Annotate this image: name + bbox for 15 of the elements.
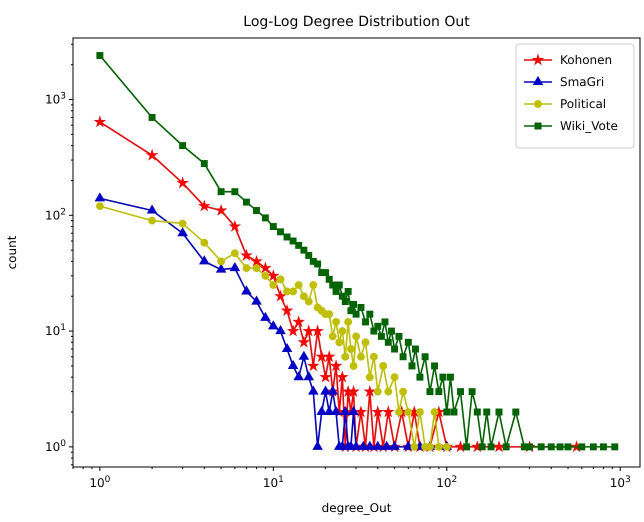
x-axis-title: degree_Out xyxy=(322,501,392,515)
legend-label: Wiki_Vote xyxy=(560,119,618,133)
x-tick-label: 10$^{3}$ xyxy=(610,475,631,490)
x-tick-label: 10$^{0}$ xyxy=(89,475,111,490)
y-axis-title: count xyxy=(5,235,19,270)
legend-label: Kohonen xyxy=(560,53,612,67)
x-tick-label: 10$^{1}$ xyxy=(262,475,284,490)
legend-label: SmaGri xyxy=(560,75,604,89)
legend-label: Political xyxy=(560,97,606,111)
y-tick-label: 10$^{2}$ xyxy=(44,207,66,222)
y-tick-label: 10$^{0}$ xyxy=(44,438,66,454)
y-tick-label: 10$^{3}$ xyxy=(44,92,66,107)
y-tick-label: 10$^{1}$ xyxy=(44,323,66,338)
chart-title: Log-Log Degree Distribution Out xyxy=(243,14,470,30)
x-tick-label: 10$^{2}$ xyxy=(436,475,458,490)
